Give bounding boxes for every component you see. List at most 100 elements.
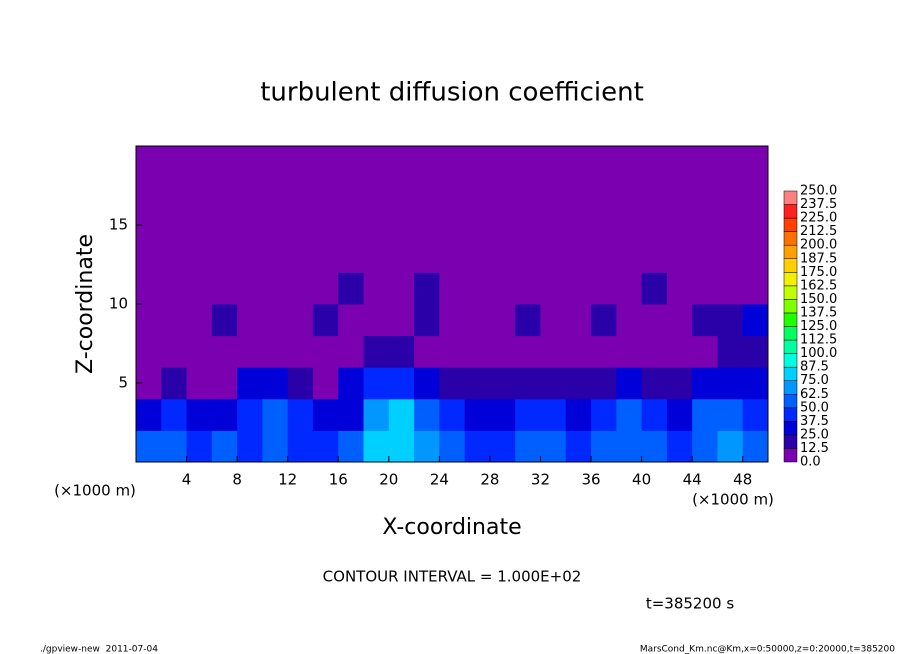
field-cell [414,430,440,463]
field-cell [388,335,415,368]
field-cell [616,272,643,305]
field-cell [338,430,365,463]
field-cell [591,335,617,368]
field-cell [565,335,592,368]
field-cell [717,398,744,431]
colorbar-label: 0.0 [800,455,821,470]
field-cell [262,304,289,337]
field-cell [439,272,466,305]
field-cell [363,367,390,400]
colorbar-label: 75.0 [800,373,829,388]
field-cell [641,177,668,210]
field-cell [312,304,339,337]
field-cell [363,335,390,368]
field-cell [287,304,314,337]
field-cell [363,304,390,337]
field-cell [692,367,718,400]
field-cell [540,240,567,273]
field-cell [666,367,693,400]
x-tick-label: 48 [733,471,752,489]
field-cell [515,398,541,431]
field-cell [338,367,365,400]
field-cell [161,240,188,273]
field-cell [692,304,718,337]
field-cell [742,430,769,463]
field-cell [439,430,466,463]
field-cell [186,146,213,179]
field-cell [515,367,541,400]
field-cell [666,398,693,431]
time-label: t=385200 s [646,595,734,613]
field-cell [161,367,188,400]
field-cell [312,209,339,242]
field-cell [565,430,592,463]
field-cell [641,240,668,273]
field-cell [489,430,516,463]
colorbar-swatch [783,190,798,205]
field-cell [565,304,592,337]
field-cell [439,398,466,431]
field-cell [489,367,516,400]
field-cell [312,430,339,463]
x-unit: (×1000 m) [692,491,774,509]
field-cell [414,146,440,179]
field-cell [186,398,213,431]
field-cell [692,398,718,431]
field-cell [439,304,466,337]
field-cell [388,272,415,305]
field-cell [414,335,440,368]
field-cell [312,335,339,368]
colorbar-label: 25.0 [800,427,829,442]
field-cell [388,177,415,210]
y-tick-label: 5 [118,374,128,392]
field-cell [439,146,466,179]
field-cell [489,304,516,337]
field-cell [464,272,491,305]
field-cell [211,367,238,400]
field-cell [565,398,592,431]
field-cell [489,209,516,242]
field-cell [591,367,617,400]
field-cell [515,240,541,273]
field-cell [161,335,188,368]
x-tick-label: 36 [581,471,600,489]
field-cell [591,177,617,210]
field-cell [414,209,440,242]
field-cell [515,430,541,463]
field-cell [641,209,668,242]
x-axis-label: X-coordinate [382,515,521,540]
colorbar-swatch [783,434,798,449]
field-cell [338,146,365,179]
field-cell [489,240,516,273]
x-tick-label: 40 [632,471,651,489]
colorbar-swatch [783,394,798,409]
field-cell [464,430,491,463]
field-cell [363,398,390,431]
field-cell [388,430,415,463]
colorbar-label: 50.0 [800,400,829,415]
field-cell [742,335,769,368]
field-cell [388,209,415,242]
field-cell [616,209,643,242]
field-cell [186,240,213,273]
field-cell [312,367,339,400]
field-cell [464,240,491,273]
x-tick-label: 24 [430,471,449,489]
field-cell [464,177,491,210]
x-tick-label: 12 [278,471,297,489]
x-tick-label: 16 [329,471,348,489]
y-axis-label: Z-coordinate [73,234,98,374]
field-cell [186,430,213,463]
field-cell [262,240,289,273]
field-cell [287,177,314,210]
field-cell [388,240,415,273]
colorbar-label: 225.0 [800,211,837,226]
field-cell [717,146,744,179]
colorbar-swatch [783,285,798,300]
colorbar-swatch [783,244,798,259]
field-cell [312,146,339,179]
field-cell [565,209,592,242]
field-cell [666,430,693,463]
field-cell [565,146,592,179]
field-cell [211,335,238,368]
